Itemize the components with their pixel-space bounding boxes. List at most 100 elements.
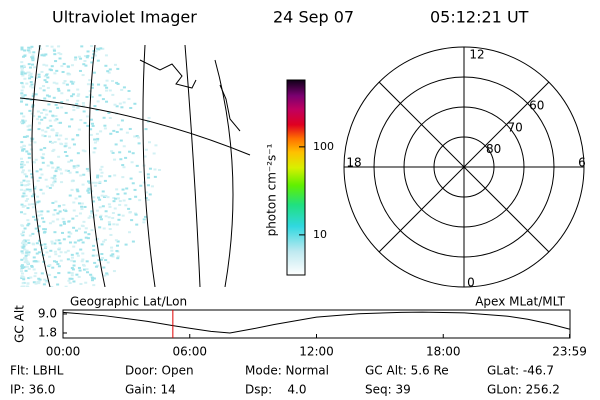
emission-dot (108, 89, 112, 92)
emission-dot (112, 223, 116, 226)
emission-dot (39, 148, 43, 151)
x-tick-label: 06:00 (172, 345, 207, 359)
emission-dot (115, 244, 119, 247)
emission-dot (50, 183, 54, 186)
emission-dot (30, 56, 34, 59)
emission-dot (31, 92, 35, 95)
emission-dot (49, 249, 53, 252)
emission-dot (37, 75, 41, 78)
emission-dot (20, 48, 24, 51)
emission-dot (96, 264, 100, 267)
emission-dot (62, 62, 66, 65)
emission-dot (27, 71, 31, 74)
emission-dot (92, 277, 96, 280)
emission-dot (41, 161, 45, 164)
emission-dot (102, 240, 106, 243)
mlt-line (378, 81, 550, 253)
emission-dot (53, 72, 57, 75)
emission-dot (82, 110, 86, 113)
emission-dot (39, 168, 43, 171)
emission-dot (58, 242, 62, 245)
emission-dot (38, 87, 42, 90)
emission-dot (30, 195, 34, 198)
emission-dot (77, 202, 81, 205)
emission-dot (48, 255, 52, 258)
emission-dot (103, 238, 107, 241)
emission-dot (110, 249, 114, 252)
emission-dot (81, 241, 85, 244)
emission-dot (26, 49, 30, 52)
emission-dot (39, 188, 43, 191)
emission-dot (76, 94, 80, 97)
emission-dot (37, 210, 41, 213)
emission-dot (78, 212, 82, 215)
emission-dot (94, 181, 98, 184)
emission-dot (20, 181, 24, 184)
emission-dot (20, 188, 24, 191)
emission-dot (43, 116, 47, 119)
emission-dot (80, 45, 84, 48)
emission-dot (91, 254, 95, 257)
emission-dot (157, 168, 161, 171)
emission-dot (115, 249, 119, 252)
emission-dot (99, 47, 103, 50)
emission-dot (78, 69, 82, 72)
emission-dot (21, 169, 25, 172)
emission-dot (123, 192, 127, 195)
emission-dot (27, 277, 31, 280)
emission-dot (93, 138, 97, 141)
emission-dot (98, 216, 102, 219)
emission-dot (42, 228, 46, 231)
emission-dot (27, 46, 31, 49)
emission-dot (153, 175, 157, 178)
emission-dot (22, 278, 26, 281)
emission-dot (30, 176, 34, 179)
emission-dot (80, 205, 84, 208)
emission-dot (117, 218, 121, 221)
emission-dot (154, 144, 158, 147)
emission-dot (75, 188, 79, 191)
emission-dot (124, 243, 128, 246)
emission-dot (129, 106, 133, 109)
emission-dot (93, 54, 97, 57)
emission-dot (96, 174, 100, 177)
colorbar-tick-label: 100 (313, 140, 334, 153)
emission-dot (47, 103, 51, 106)
emission-dot (107, 221, 111, 224)
emission-dot (20, 245, 24, 248)
emission-dot (23, 204, 27, 207)
emission-dot (108, 68, 112, 71)
emission-dot (22, 192, 26, 195)
emission-dot (23, 119, 27, 122)
emission-dot (38, 176, 42, 179)
emission-dot (77, 93, 81, 96)
emission-dot (108, 175, 112, 178)
emission-dot (26, 282, 30, 285)
emission-dot (28, 47, 32, 50)
emission-dot (54, 200, 58, 203)
emission-dot (44, 130, 48, 133)
emission-dot (116, 124, 120, 127)
mlt-label: 6 (578, 156, 586, 170)
emission-dot (76, 190, 80, 193)
emission-dot (31, 95, 35, 98)
emission-dot (90, 86, 94, 89)
emission-dot (48, 222, 52, 225)
emission-dot (79, 248, 83, 251)
emission-dot (70, 272, 74, 275)
emission-dot (86, 169, 90, 172)
emission-dot (62, 82, 66, 85)
emission-dot (25, 175, 29, 178)
emission-dot (82, 173, 86, 176)
emission-dot (29, 73, 33, 76)
emission-dot (146, 198, 150, 201)
emission-dot (74, 197, 78, 200)
emission-dot (116, 240, 120, 243)
emission-dot (33, 187, 37, 190)
emission-dot (46, 86, 50, 89)
emission-dot (48, 135, 52, 138)
emission-dot (121, 176, 125, 179)
emission-dot (77, 55, 81, 58)
emission-dot (107, 203, 111, 206)
